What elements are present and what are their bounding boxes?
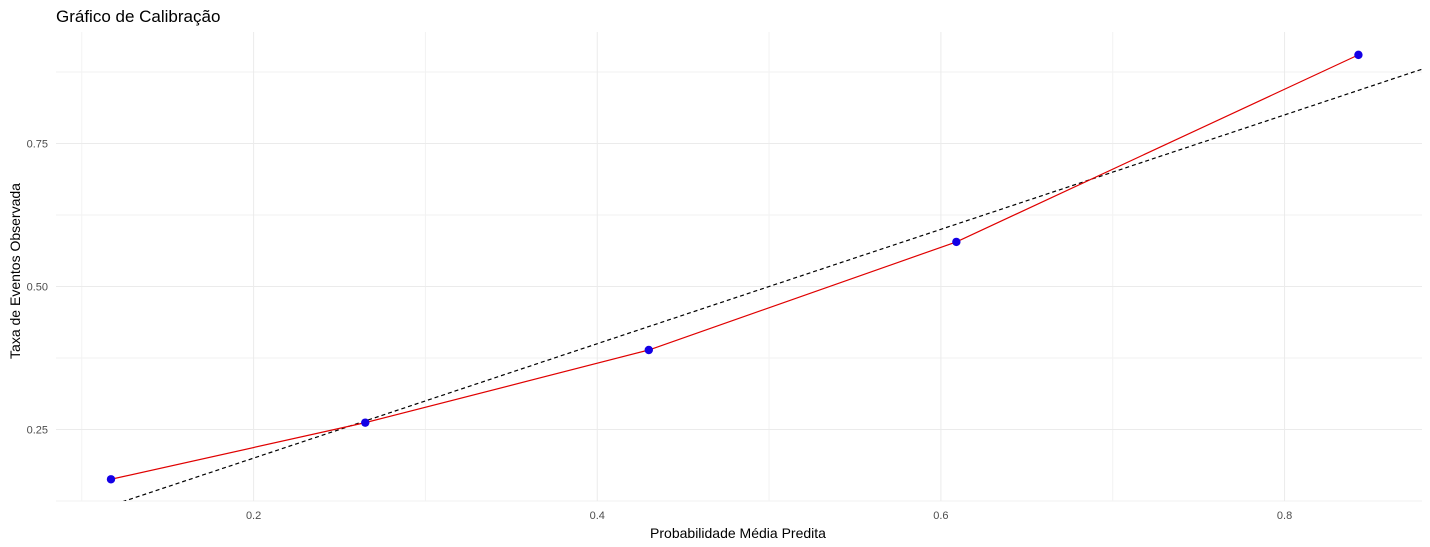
calibration-point: [106, 475, 116, 484]
minor-gridlines: [56, 32, 1422, 502]
calibration-point: [644, 345, 653, 355]
reference-line-layer: [122, 68, 1422, 501]
y-axis-ticks: 0.25 0.50 0.75: [27, 139, 48, 437]
reference-diagonal-line: [122, 68, 1422, 501]
x-tick-label: 0.4: [590, 510, 605, 522]
y-tick-label: 0.75: [27, 139, 48, 151]
calibration-point: [1354, 50, 1363, 60]
series-layer: [106, 50, 1363, 484]
x-axis-title: Probabilidade Média Predita: [650, 525, 826, 541]
x-tick-label: 0.8: [1277, 510, 1292, 522]
calibration-point: [952, 237, 961, 247]
y-axis-title: Taxa de Eventos Observada: [7, 183, 23, 359]
chart-title: Gráfico de Calibração: [56, 7, 220, 26]
x-axis-ticks: 0.2 0.4 0.6 0.8: [246, 510, 1292, 522]
calibration-line: [110, 54, 1359, 480]
x-tick-label: 0.6: [933, 510, 948, 522]
x-tick-label: 0.2: [246, 510, 261, 522]
calibration-point: [361, 418, 370, 427]
y-tick-label: 0.25: [27, 425, 48, 437]
major-gridlines: [56, 32, 1422, 501]
y-tick-label: 0.50: [27, 282, 48, 294]
